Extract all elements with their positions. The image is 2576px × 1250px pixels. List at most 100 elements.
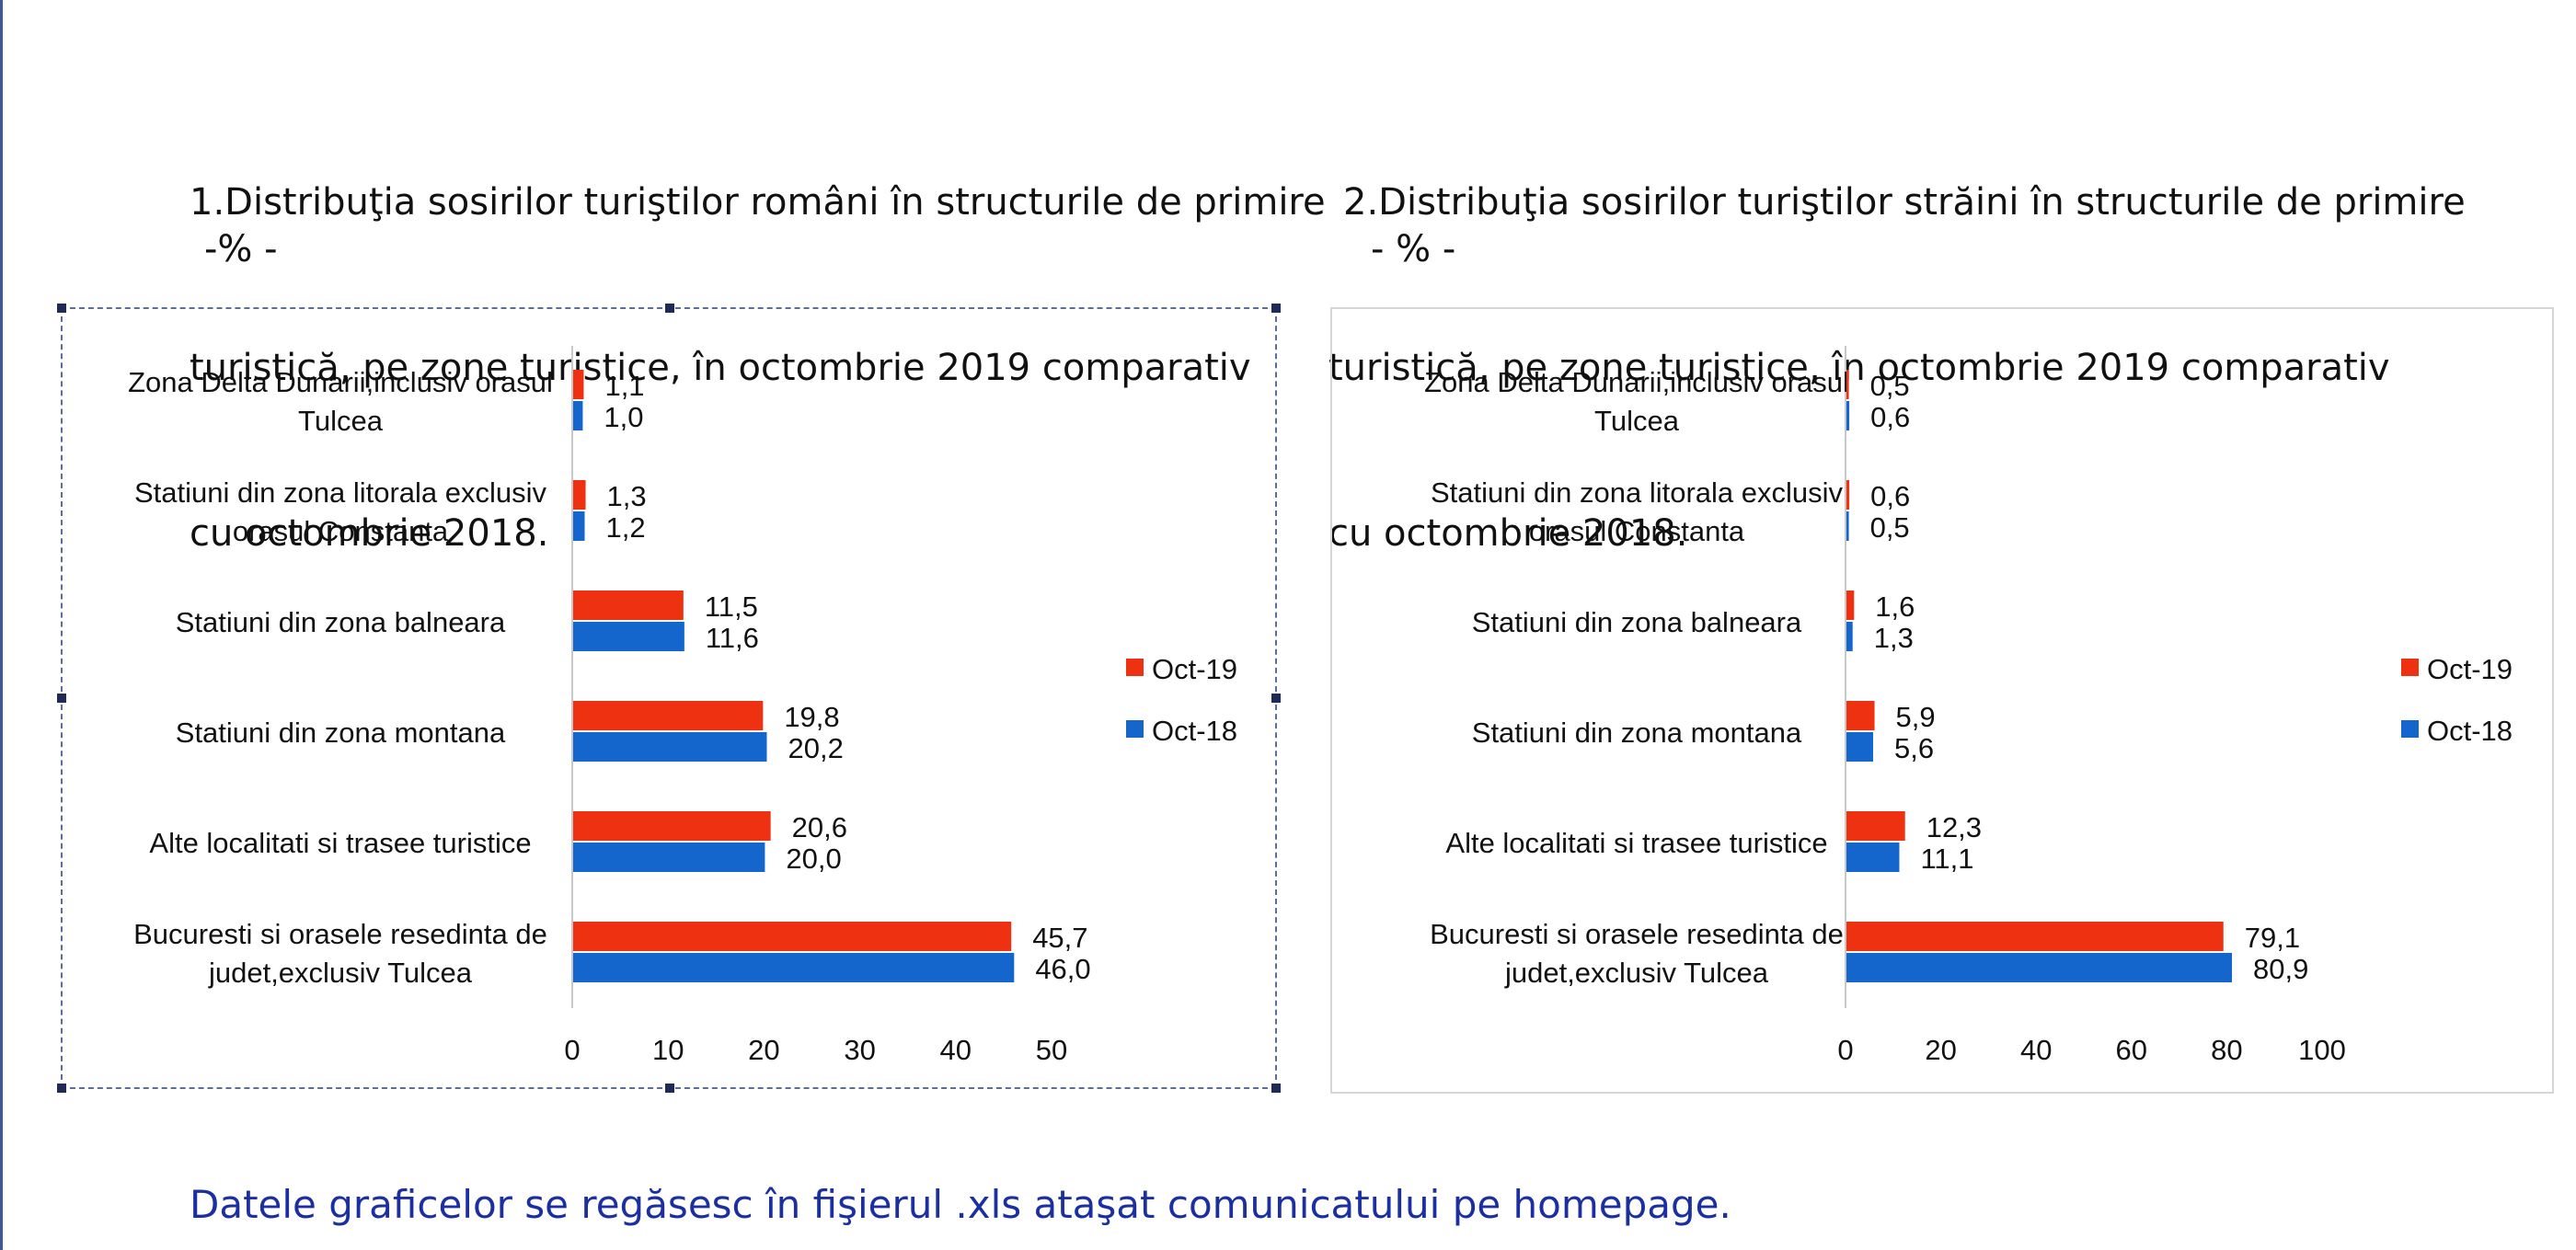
x-tick-label: 100 xyxy=(2298,1034,2346,1066)
data-label: 0,5 xyxy=(1870,370,1910,402)
legend-swatch-oct18 xyxy=(1126,720,1144,738)
chart-1-plot: Zona Delta Dunarii,inclusiv orasul Tulcea… xyxy=(128,346,1237,1066)
data-label: 19,8 xyxy=(784,701,839,733)
bar-oct18 xyxy=(573,622,684,651)
x-tick-label: 40 xyxy=(2020,1034,2052,1066)
resize-handle-middle-left[interactable] xyxy=(57,694,66,703)
resize-handle-middle-right[interactable] xyxy=(1271,694,1281,703)
category-label-line: Tulcea xyxy=(1594,405,1680,437)
legend-swatch-oct18 xyxy=(2401,720,2419,738)
category-label-line: Statiuni din zona litorala exclusiv xyxy=(1431,476,1844,509)
data-label: 0,6 xyxy=(1870,401,1910,433)
chart-2-title: 2.Distribuţia sosirilor turiştilor străi… xyxy=(1328,64,2466,616)
category-label: Alte localitati si trasee turistice xyxy=(1445,827,1827,859)
bar-oct18 xyxy=(1846,953,2233,982)
x-tick-label: 10 xyxy=(652,1034,684,1066)
bar-oct19 xyxy=(1846,591,1855,620)
chart-1-frame[interactable] xyxy=(57,304,1281,1093)
resize-handle-bottom-middle[interactable] xyxy=(665,1084,674,1093)
resize-handle-top-left[interactable] xyxy=(57,304,66,313)
category-label-line: Alte localitati si trasee turistice xyxy=(1445,827,1827,859)
data-label: 45,7 xyxy=(1032,922,1087,954)
bar-oct18 xyxy=(1846,732,1874,762)
chart-1-title-line-2: turistică, pe zone turistice, în octombr… xyxy=(190,347,1251,389)
data-label: 20,6 xyxy=(792,811,847,843)
chart-1-unit-label: -% - xyxy=(204,228,278,270)
legend-label: Oct-18 xyxy=(1152,715,1237,747)
x-tick-label: 30 xyxy=(844,1034,875,1066)
x-tick-label: 40 xyxy=(940,1034,972,1066)
category-label-line: Bucuresti si orasele resedinta de xyxy=(133,918,547,950)
category-label: Zona Delta Dunarii,inclusiv orasul Tulcea xyxy=(128,366,553,437)
category-label-line: Statiuni din zona montana xyxy=(176,717,506,749)
x-tick-label: 60 xyxy=(2116,1034,2147,1066)
category-label: Statiuni din zona balneara xyxy=(176,606,506,638)
legend-label: Oct-19 xyxy=(1152,653,1237,685)
category-label: Bucuresti si orasele resedinta de judet,e… xyxy=(1430,918,1844,989)
x-tick-label: 20 xyxy=(748,1034,779,1066)
resize-handle-top-right[interactable] xyxy=(1271,304,1281,313)
chart-1-title: 1.Distribuţia sosirilor turiştilor român… xyxy=(190,64,1326,616)
category-label-line: Zona Delta Dunarii,inclusiv orasul xyxy=(1424,366,1849,398)
category-label: Statiuni din zona montana xyxy=(176,717,506,749)
category-label-line: Statiuni din zona balneara xyxy=(1472,606,1802,638)
data-label: 46,0 xyxy=(1035,953,1090,985)
data-label: 1,0 xyxy=(604,401,643,433)
category-label: Statiuni din zona litorala exclusiv orasu… xyxy=(134,476,547,547)
bar-oct18 xyxy=(573,732,767,762)
chart-2-frame[interactable] xyxy=(1330,307,2554,1094)
category-label: Zona Delta Dunarii,inclusiv orasul Tulcea xyxy=(1424,366,1849,437)
bar-oct19 xyxy=(1846,370,1849,399)
chart-2-title-line-3: cu octombrie 2018. xyxy=(1328,512,1688,555)
resize-handle-bottom-right[interactable] xyxy=(1271,1084,1281,1093)
bar-oct19 xyxy=(573,701,764,730)
chart-2-plot: Zona Delta Dunarii,inclusiv orasul Tulcea… xyxy=(1424,346,2513,1066)
resize-handle-bottom-left[interactable] xyxy=(57,1084,66,1093)
data-label: 1,3 xyxy=(1874,622,1914,654)
data-label: 0,5 xyxy=(1870,511,1910,544)
bar-oct19 xyxy=(1846,811,1905,841)
bar-oct19 xyxy=(573,370,584,399)
category-label-line: judet,exclusiv Tulcea xyxy=(1504,957,1769,989)
x-tick-label: 80 xyxy=(2211,1034,2242,1066)
category-label: Alte localitati si trasee turistice xyxy=(149,827,531,859)
bar-oct18 xyxy=(1846,622,1853,651)
data-label: 11,1 xyxy=(1920,843,1973,875)
data-label: 79,1 xyxy=(2245,922,2300,954)
category-label-line: Zona Delta Dunarii,inclusiv orasul xyxy=(128,366,553,398)
category-label-line: judet,exclusiv Tulcea xyxy=(208,957,473,989)
data-label: 1,1 xyxy=(604,370,644,402)
category-label: Statiuni din zona balneara xyxy=(1472,606,1802,638)
legend-label: Oct-19 xyxy=(2427,653,2513,685)
bar-oct18 xyxy=(573,401,583,430)
category-label: Bucuresti si orasele resedinta de judet,e… xyxy=(133,918,547,989)
window-left-border xyxy=(0,0,3,1250)
bar-oct19 xyxy=(1846,480,1850,510)
bar-oct18 xyxy=(573,511,585,541)
x-tick-label: 50 xyxy=(1036,1034,1067,1066)
chart-1-title-line-3: cu octombrie 2018. xyxy=(190,512,549,555)
data-label: 80,9 xyxy=(2253,953,2308,985)
resize-handle-top-middle[interactable] xyxy=(665,304,674,313)
footer-note: Datele graficelor se regăsesc în fişieru… xyxy=(190,1182,1731,1227)
bar-oct18 xyxy=(1846,511,1849,541)
bar-oct19 xyxy=(1846,701,1875,730)
data-label: 20,0 xyxy=(786,843,841,875)
data-label: 20,2 xyxy=(788,732,843,764)
category-label-line: Statiuni din zona montana xyxy=(1472,717,1802,749)
bar-oct19 xyxy=(573,922,1012,951)
category-label-line: Bucuresti si orasele resedinta de xyxy=(1430,918,1844,950)
data-label: 12,3 xyxy=(1926,811,1982,843)
category-label-line: Tulcea xyxy=(298,405,384,437)
category-label-line: Statiuni din zona balneara xyxy=(176,606,506,638)
data-label: 5,6 xyxy=(1894,732,1934,764)
data-label: 11,5 xyxy=(705,591,758,623)
legend-swatch-oct19 xyxy=(2401,659,2419,676)
x-tick-label: 0 xyxy=(1837,1034,1853,1066)
data-label: 0,6 xyxy=(1870,480,1910,512)
data-label: 11,6 xyxy=(706,622,759,654)
data-label: 1,3 xyxy=(607,480,647,512)
data-label: 1,2 xyxy=(606,511,646,544)
category-label: Statiuni din zona montana xyxy=(1472,717,1802,749)
bar-oct19 xyxy=(1846,922,2224,951)
